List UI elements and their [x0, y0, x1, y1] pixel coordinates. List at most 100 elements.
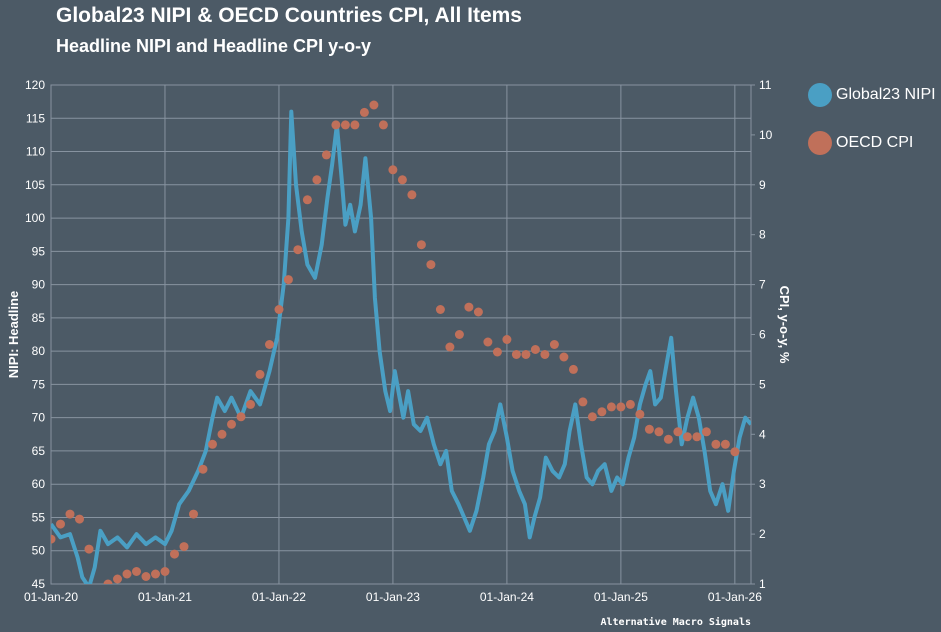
chart-title: Global23 NIPI & OECD Countries CPI, All …: [56, 4, 522, 27]
cpi-point: [75, 514, 84, 524]
cpi-point: [426, 260, 436, 270]
cpi-point: [94, 590, 103, 599]
cpi-point: [283, 275, 293, 285]
y-left-tick-label: 110: [26, 145, 45, 159]
cpi-point: [312, 175, 322, 185]
y-left-tick-label: 65: [32, 444, 46, 458]
cpi-point: [701, 427, 711, 437]
y-left-tick-label: 75: [32, 377, 46, 391]
chart-subtitle: Headline NIPI and Headline CPI y-o-y: [56, 36, 372, 56]
nipi-series-line: [51, 109, 751, 584]
cpi-point: [255, 369, 265, 379]
cpi-point: [502, 335, 512, 344]
cpi-point: [454, 330, 464, 339]
cpi-point: [473, 307, 483, 317]
cpi-point: [246, 399, 255, 409]
cpi-point: [103, 579, 113, 584]
y-left-tick-label: 60: [32, 477, 46, 491]
cpi-point: [511, 350, 521, 359]
cpi-point: [464, 302, 474, 312]
y-left-axis-title: NIPI: Headline: [6, 291, 21, 378]
cpi-point: [587, 412, 597, 422]
cpi-point: [445, 342, 455, 352]
cpi-point: [340, 120, 350, 130]
cpi-point: [416, 240, 426, 250]
cpi-point: [65, 509, 75, 519]
cpi-point: [56, 519, 65, 529]
cpi-point: [141, 572, 151, 581]
x-tick-label: 01-Jan-22: [252, 590, 306, 604]
x-tick-label: 01-Jan-20: [24, 590, 78, 604]
plot-frame: [50, 84, 752, 585]
cpi-point: [122, 569, 132, 579]
y-left-tick-label: 45: [32, 577, 46, 591]
cpi-point: [492, 347, 502, 357]
legend-marker-cpi-icon: [808, 131, 832, 155]
cpi-point: [170, 549, 179, 559]
legend-item-nipi[interactable]: Global23 NIPI: [808, 83, 936, 107]
cpi-point: [616, 402, 626, 412]
cpi-point: [720, 439, 730, 449]
cpi-point: [606, 402, 616, 412]
cpi-point: [350, 120, 360, 130]
y-right-tick-label: 2: [759, 527, 766, 541]
y-right-tick-label: 5: [759, 377, 766, 391]
cpi-point: [359, 107, 369, 117]
cpi-point: [151, 569, 160, 579]
cpi-point: [692, 432, 702, 442]
cpi-point: [559, 352, 569, 362]
cpi-point: [483, 337, 493, 347]
cpi-point: [208, 439, 217, 449]
cpi-point: [265, 340, 274, 349]
y-left-tick-label: 120: [25, 78, 45, 92]
cpi-point: [217, 429, 227, 439]
y-right-tick-label: 7: [759, 278, 766, 292]
x-tick-label: 01-Jan-26: [708, 590, 762, 604]
y-left-tick-label: 115: [26, 111, 45, 125]
y-left-tick-label: 50: [32, 544, 46, 558]
y-right-tick-label: 6: [759, 328, 766, 342]
y-right-tick-label: 11: [759, 78, 772, 92]
x-tick-label: 01-Jan-21: [138, 590, 192, 604]
cpi-point: [568, 364, 578, 374]
cpi-point: [51, 534, 56, 544]
cpi-point: [711, 439, 721, 449]
y-left-tick-label: 105: [25, 178, 45, 192]
cpi-point: [189, 509, 198, 519]
cpi-point: [84, 544, 94, 554]
cpi-point: [549, 340, 559, 349]
cpi-point: [597, 407, 607, 417]
y-right-axis-title: CPI, y-o-y, %: [777, 286, 792, 364]
cpi-point: [198, 464, 208, 474]
cpi-point: [540, 350, 550, 359]
cpi-point: [293, 245, 303, 255]
y-left-tick-label: 95: [32, 244, 46, 258]
cpi-point: [578, 397, 588, 407]
y-left-tick-label: 80: [32, 344, 46, 358]
cpi-point: [132, 567, 141, 576]
y-right-tick-label: 3: [759, 477, 766, 491]
cpi-point: [302, 195, 312, 205]
cpi-point: [663, 434, 673, 444]
cpi-point: [369, 100, 379, 110]
legend-item-cpi[interactable]: OECD CPI: [808, 131, 913, 155]
cpi-point: [682, 432, 692, 442]
cpi-point: [635, 409, 645, 419]
y-right-tick-label: 10: [759, 128, 773, 142]
cpi-point: [388, 165, 398, 175]
y-left-tick-label: 55: [32, 510, 46, 524]
y-left-tick-label: 70: [32, 411, 46, 425]
y-left-tick-label: 100: [25, 211, 45, 225]
y-right-tick-label: 9: [759, 178, 766, 192]
cpi-point: [654, 427, 664, 437]
watermark: Alternative Macro Signals: [600, 617, 751, 628]
cpi-point: [625, 399, 635, 409]
x-tick-label: 01-Jan-23: [366, 590, 420, 604]
legend-label-cpi: OECD CPI: [836, 134, 914, 151]
y-right-tick-label: 1: [759, 577, 766, 591]
cpi-point: [435, 305, 445, 314]
cpi-point: [530, 345, 540, 354]
x-tick-label: 01-Jan-25: [594, 590, 648, 604]
y-right-tick-label: 4: [759, 427, 766, 441]
